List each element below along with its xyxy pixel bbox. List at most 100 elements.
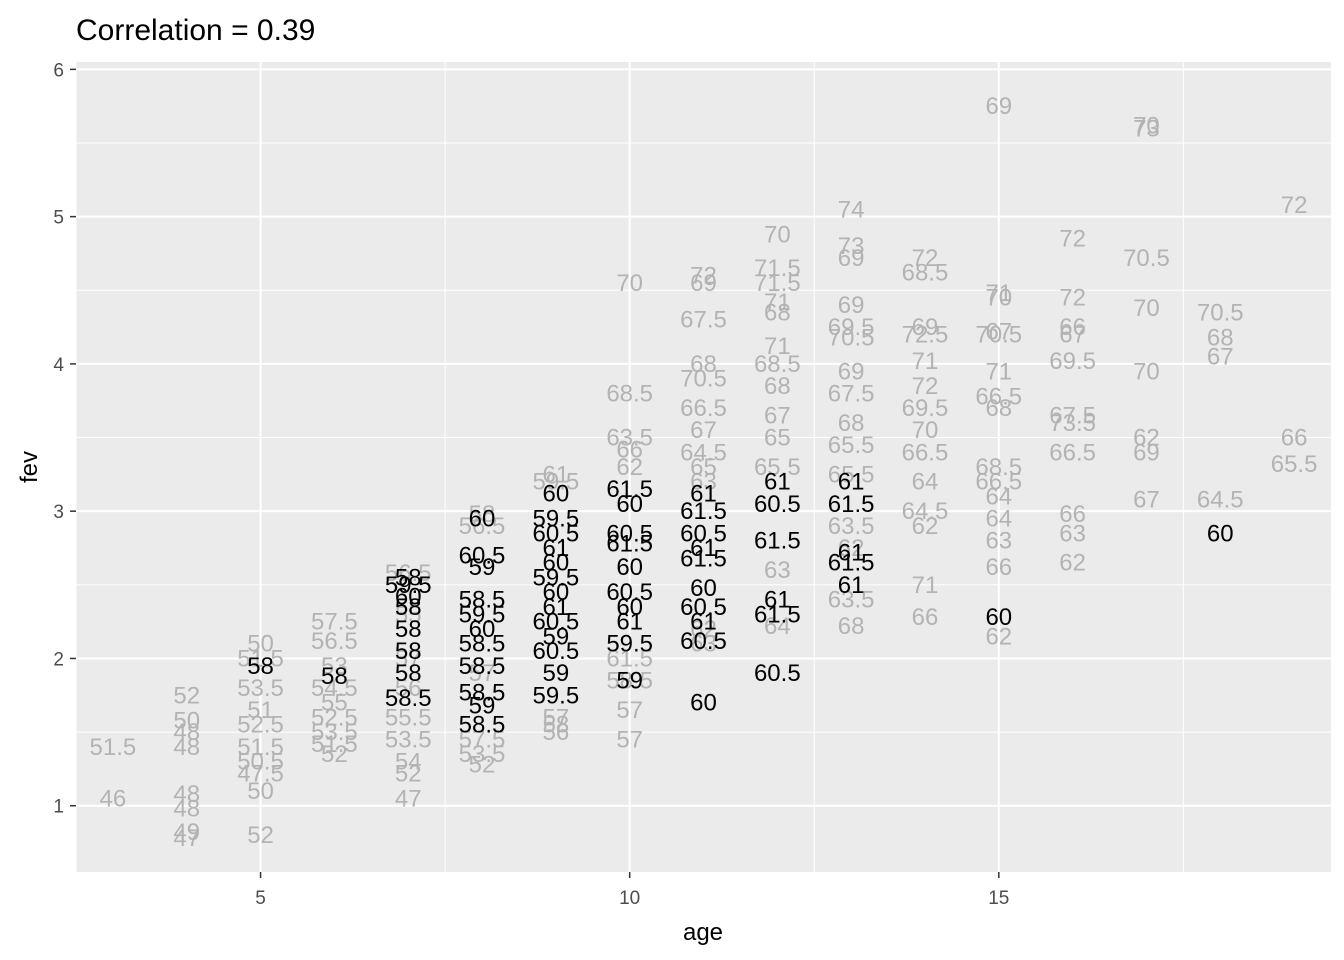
- muted-point-label: 50.5: [237, 749, 284, 776]
- muted-point-label: 51.5: [237, 645, 284, 672]
- muted-points: 51.54652504848484849475051.553.55152.551…: [90, 93, 1318, 852]
- muted-point-label: 58.5: [606, 668, 653, 695]
- highlighted-point-label: 60: [985, 604, 1012, 631]
- muted-point-label: 52.5: [237, 712, 284, 739]
- highlighted-point-label: 59: [543, 660, 570, 687]
- muted-point-label: 66.5: [975, 469, 1022, 496]
- muted-point-label: 67: [1133, 486, 1160, 513]
- highlighted-point-label: 61.5: [606, 531, 653, 558]
- highlighted-point-label: 61: [838, 539, 865, 566]
- muted-point-label: 64: [985, 506, 1012, 533]
- highlighted-point-label: 58: [395, 594, 422, 621]
- highlighted-point-label: 61.5: [606, 476, 653, 503]
- muted-point-label: 53.5: [385, 726, 432, 753]
- muted-point-label: 65.5: [1271, 451, 1318, 478]
- highlighted-point-label: 60: [469, 506, 496, 533]
- muted-point-label: 68: [690, 351, 717, 378]
- muted-point-label: 64: [912, 469, 939, 496]
- muted-point-label: 72: [1281, 192, 1308, 219]
- muted-point-label: 72: [912, 373, 939, 400]
- muted-point-label: 58: [543, 712, 570, 739]
- muted-point-label: 53.5: [311, 719, 358, 746]
- muted-point-label: 61.5: [606, 645, 653, 672]
- highlighted-point-label: 60: [616, 594, 643, 621]
- highlighted-point-label: 58: [395, 564, 422, 591]
- muted-point-label: 49: [173, 819, 200, 846]
- muted-point-label: 50: [247, 778, 274, 805]
- grid-lines: [75, 62, 1331, 872]
- muted-point-label: 62: [616, 454, 643, 481]
- muted-point-label: 68: [764, 299, 791, 326]
- highlighted-point-label: 59.5: [532, 506, 579, 533]
- highlighted-point-label: 58: [321, 663, 348, 690]
- muted-point-label: 52: [247, 822, 274, 849]
- muted-point-label: 69: [838, 358, 865, 385]
- highlighted-point-label: 61: [838, 572, 865, 599]
- muted-point-label: 63: [764, 557, 791, 584]
- muted-point-label: 68.5: [975, 454, 1022, 481]
- y-tick-label: 2: [53, 649, 64, 670]
- muted-point-label: 66: [985, 554, 1012, 581]
- muted-point-label: 71.5: [754, 270, 801, 297]
- highlighted-point-label: 59.5: [532, 682, 579, 709]
- muted-point-label: 69.5: [828, 314, 875, 341]
- highlighted-point-label: 58.5: [385, 685, 432, 712]
- muted-point-label: 62: [985, 623, 1012, 650]
- muted-point-label: 67: [1207, 344, 1234, 371]
- muted-point-label: 70: [912, 417, 939, 444]
- muted-point-label: 62: [838, 535, 865, 562]
- highlighted-point-label: 58.5: [459, 679, 506, 706]
- muted-point-label: 55: [321, 690, 348, 717]
- muted-point-label: 70.5: [828, 324, 875, 351]
- highlighted-point-label: 59: [543, 623, 570, 650]
- muted-point-label: 51.5: [311, 731, 358, 758]
- muted-point-label: 62: [690, 616, 717, 643]
- muted-point-label: 71: [985, 280, 1012, 307]
- highlighted-point-label: 60: [543, 579, 570, 606]
- muted-point-label: 69: [985, 93, 1012, 120]
- muted-point-label: 72: [912, 245, 939, 272]
- x-tick-label: 10: [619, 888, 640, 909]
- muted-point-label: 67: [1059, 321, 1086, 348]
- highlighted-point-label: 58: [395, 616, 422, 643]
- muted-point-label: 66: [1059, 314, 1086, 341]
- x-tick-label: 15: [988, 888, 1009, 909]
- muted-point-label: 71: [985, 358, 1012, 385]
- highlighted-point-label: 58.5: [459, 653, 506, 680]
- muted-point-label: 72: [1059, 285, 1086, 312]
- x-axis-title: age: [683, 919, 723, 946]
- muted-point-label: 52.5: [311, 704, 358, 731]
- muted-point-label: 72.5: [902, 321, 949, 348]
- muted-point-label: 54: [395, 749, 422, 776]
- muted-point-label: 72: [690, 263, 717, 290]
- muted-point-label: 55: [395, 601, 422, 628]
- highlighted-point-label: 60: [469, 616, 496, 643]
- muted-point-label: 51.5: [237, 734, 284, 761]
- muted-point-label: 64: [985, 483, 1012, 510]
- muted-point-label: 48: [173, 796, 200, 823]
- highlighted-point-label: 59.5: [459, 601, 506, 628]
- muted-point-label: 66.5: [1049, 439, 1096, 466]
- highlighted-point-label: 58.5: [459, 631, 506, 658]
- muted-point-label: 65.5: [828, 432, 875, 459]
- muted-point-label: 47: [173, 825, 200, 852]
- muted-point-label: 65: [690, 454, 717, 481]
- highlighted-point-label: 60: [616, 554, 643, 581]
- highlighted-point-label: 60.5: [532, 609, 579, 636]
- highlighted-point-label: 59: [469, 693, 496, 720]
- muted-point-label: 70.5: [1197, 299, 1244, 326]
- muted-point-label: 56.5: [385, 560, 432, 587]
- muted-point-label: 63.5: [606, 425, 653, 452]
- muted-point-label: 64: [764, 613, 791, 640]
- muted-point-label: 70: [985, 285, 1012, 312]
- muted-point-label: 52: [395, 760, 422, 787]
- highlighted-point-label: 60.5: [459, 542, 506, 569]
- highlighted-point-label: 61.5: [828, 550, 875, 577]
- highlighted-point-label: 59.5: [385, 572, 432, 599]
- muted-point-label: 70.5: [1123, 245, 1170, 272]
- highlighted-point-label: 60.5: [606, 520, 653, 547]
- muted-point-label: 68.5: [902, 260, 949, 287]
- highlighted-point-label: 59.5: [532, 564, 579, 591]
- highlighted-point-label: 61: [838, 469, 865, 496]
